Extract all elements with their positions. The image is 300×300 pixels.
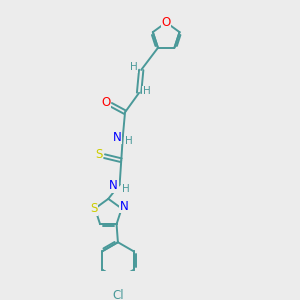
Text: S: S [90,202,97,215]
Text: O: O [101,96,111,109]
Text: S: S [95,148,102,161]
Text: H: H [130,62,137,72]
Text: O: O [162,16,171,29]
Text: H: H [143,86,151,97]
Text: Cl: Cl [112,289,124,300]
Text: N: N [109,179,118,192]
Text: N: N [112,131,121,144]
Text: N: N [120,200,129,213]
Text: H: H [125,136,133,146]
Text: H: H [122,184,130,194]
